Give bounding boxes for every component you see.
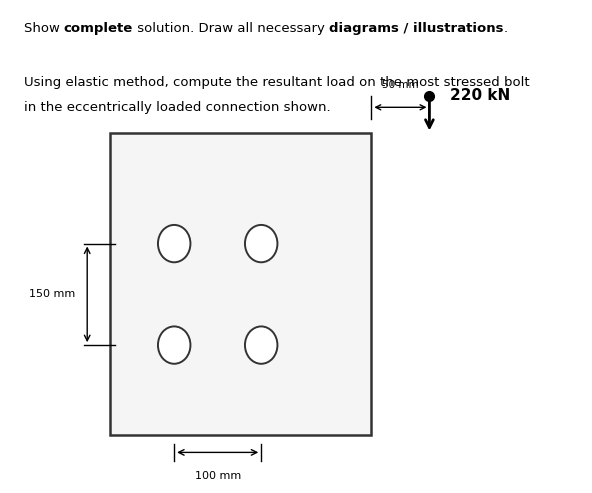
- Text: Using elastic method, compute the resultant load on the most stressed bolt: Using elastic method, compute the result…: [24, 76, 529, 89]
- Text: 220 kN: 220 kN: [450, 88, 510, 103]
- Ellipse shape: [158, 326, 191, 364]
- Text: 100 mm: 100 mm: [195, 471, 241, 481]
- Text: .: .: [504, 22, 508, 35]
- Text: complete: complete: [64, 22, 133, 35]
- Text: in the eccentrically loaded connection shown.: in the eccentrically loaded connection s…: [24, 101, 330, 114]
- Text: solution. Draw all necessary: solution. Draw all necessary: [133, 22, 329, 35]
- Bar: [110, 134, 371, 435]
- Text: Show: Show: [24, 22, 64, 35]
- Ellipse shape: [158, 225, 191, 262]
- Ellipse shape: [245, 326, 278, 364]
- Text: 150 mm: 150 mm: [29, 289, 76, 299]
- Ellipse shape: [245, 225, 278, 262]
- Text: diagrams / illustrations: diagrams / illustrations: [329, 22, 504, 35]
- Text: 50 mm: 50 mm: [382, 80, 419, 90]
